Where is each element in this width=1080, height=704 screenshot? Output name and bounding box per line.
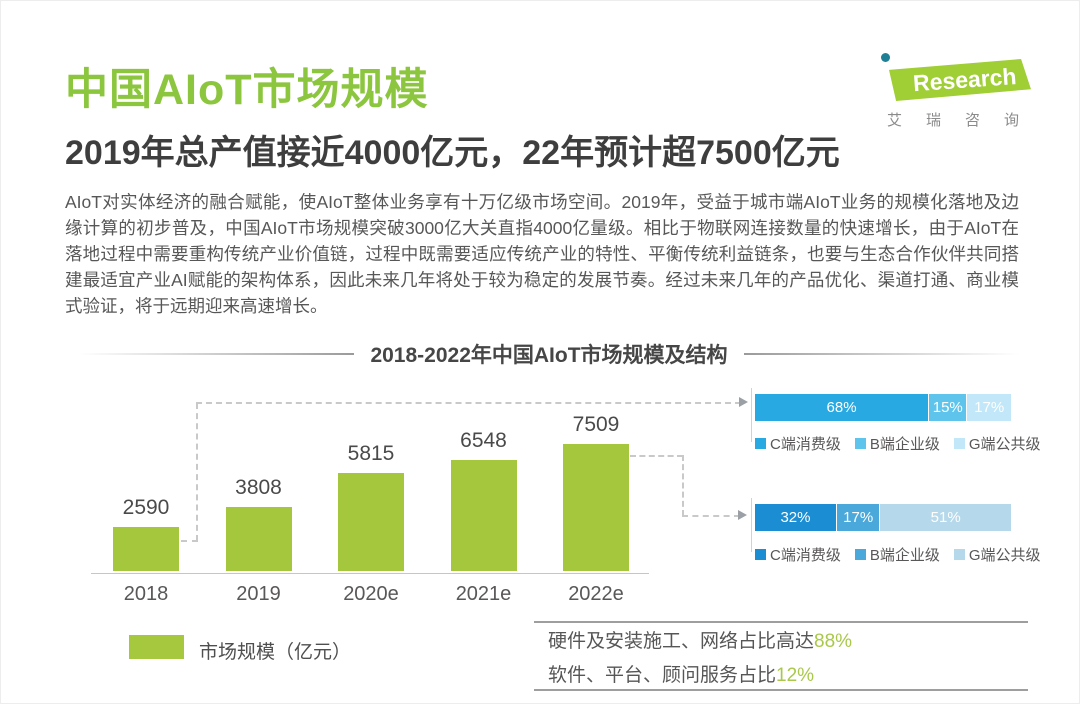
market-size-legend-swatch — [129, 635, 184, 659]
bar-column: 7509 — [563, 413, 629, 571]
stack-segment: 32% — [755, 504, 837, 531]
bar-category-label: 2018 — [123, 583, 169, 605]
body-paragraph: AIoT对实体经济的融合赋能，使AIoT整体业务享有十万亿级市场空间。2019年… — [65, 192, 1019, 316]
market-size-legend-label: 市场规模（亿元） — [199, 642, 352, 663]
legend-swatch-icon — [953, 549, 965, 560]
legend-swatch-icon — [755, 438, 766, 449]
legend-label: C端消费级 — [770, 436, 841, 453]
stack-tick-line — [751, 498, 752, 552]
bar-category-label: 2022e — [568, 583, 624, 605]
stack-segment: 17% — [836, 504, 881, 531]
stacked-bar: 68% 15% 17% — [755, 394, 1011, 421]
legend-label: C端消费级 — [770, 547, 841, 564]
bar-chart-columns: 2590 3808 5815 6548 7509 — [113, 413, 629, 571]
stack-legend: C端消费级 B端企业级 G端公共级 — [755, 433, 1041, 454]
legend-item: G端公共级 — [953, 433, 1041, 454]
notes-box: 硬件及安装施工、网络占比高达88% 软件、平台、顾问服务占比12% — [534, 621, 1028, 691]
connector-2022-vertical — [682, 455, 684, 516]
bar — [113, 527, 179, 571]
stack-segment: 17% — [967, 394, 1011, 421]
bar-column: 5815 — [338, 442, 404, 571]
logo-chinese-name: 艾瑞咨询 — [887, 112, 1044, 129]
page-title: 中国AIoT市场规模 — [65, 66, 429, 114]
arrow-right-icon — [738, 510, 747, 520]
note-text: 硬件及安装施工、网络占比高达 — [548, 630, 815, 652]
connector-2018-vertical — [196, 403, 198, 541]
arrow-right-icon — [739, 397, 748, 407]
title-rule-left — [79, 353, 355, 355]
connector-2022-horizontal-b — [682, 515, 740, 517]
note-highlight: 12% — [776, 664, 815, 686]
bar — [563, 444, 629, 571]
legend-item: B端企业级 — [854, 544, 940, 565]
stack-legend: C端消费级 B端企业级 G端公共级 — [755, 544, 1041, 565]
connector-2018-stub — [181, 540, 198, 542]
bar-chart-categories: 2018 2019 2020e 2021e 2022e — [113, 583, 629, 606]
bar-category-label: 2019 — [236, 583, 281, 605]
note-text: 软件、平台、顾问服务占比 — [548, 664, 777, 686]
note-line-software: 软件、平台、顾问服务占比12% — [548, 660, 1028, 687]
legend-label: B端企业级 — [869, 547, 940, 564]
bar-column: 6548 — [450, 429, 517, 571]
legend-label: B端企业级 — [869, 436, 940, 453]
logo-i-dot-icon — [881, 53, 890, 62]
connector-2018-horizontal — [196, 402, 741, 404]
legend-swatch-icon — [755, 549, 766, 560]
bar-value-label: 3808 — [235, 476, 282, 499]
legend-item: C端消费级 — [755, 544, 841, 565]
note-line-hardware: 硬件及安装施工、网络占比高达88% — [548, 626, 1028, 653]
bar-column: 2590 — [113, 496, 179, 571]
bar-column: 3808 — [225, 476, 292, 571]
legend-item: G端公共级 — [953, 544, 1041, 565]
bar-value-label: 2590 — [122, 496, 170, 519]
legend-item: C端消费级 — [755, 433, 841, 454]
bar-category-label: 2021e — [455, 583, 512, 605]
x-axis-line — [91, 573, 649, 574]
logo-i-stem-icon — [882, 65, 889, 85]
legend-swatch-icon — [953, 438, 965, 449]
bar — [450, 460, 517, 571]
bar-value-label: 5815 — [347, 442, 395, 465]
iresearch-logo: Research 艾瑞咨询 — [873, 51, 1038, 131]
legend-label: G端公共级 — [968, 547, 1041, 564]
logo-brand-text: Research — [912, 62, 1018, 96]
legend-swatch-icon — [854, 549, 866, 560]
legend-label: G端公共级 — [968, 436, 1041, 453]
chart-header: 2018-2022年中国AIoT市场规模及结构 — [79, 339, 1019, 369]
headline: 2019年总产值接近4000亿元，22年预计超7500亿元 — [65, 134, 840, 172]
stacked-bar: 32% 17% 51% — [755, 504, 1011, 531]
bar-value-label: 6548 — [460, 429, 507, 452]
bar-value-label: 7509 — [572, 413, 620, 436]
logo-banner-shape: Research — [889, 59, 1031, 101]
chart-title: 2018-2022年中国AIoT市场规模及结构 — [370, 344, 728, 367]
stack-segment: 15% — [929, 394, 968, 421]
stack-segment: 68% — [755, 394, 930, 421]
title-rule-right — [743, 353, 1019, 355]
connector-2022-horizontal-a — [630, 455, 683, 457]
bar-category-label: 2020e — [343, 583, 399, 605]
legend-swatch-icon — [854, 438, 866, 449]
legend-item: B端企业级 — [854, 433, 940, 454]
bar — [225, 507, 292, 571]
note-highlight: 88% — [814, 630, 853, 652]
stack-segment: 51% — [880, 504, 1011, 531]
stack-tick-line — [751, 388, 752, 442]
bar — [338, 473, 404, 571]
